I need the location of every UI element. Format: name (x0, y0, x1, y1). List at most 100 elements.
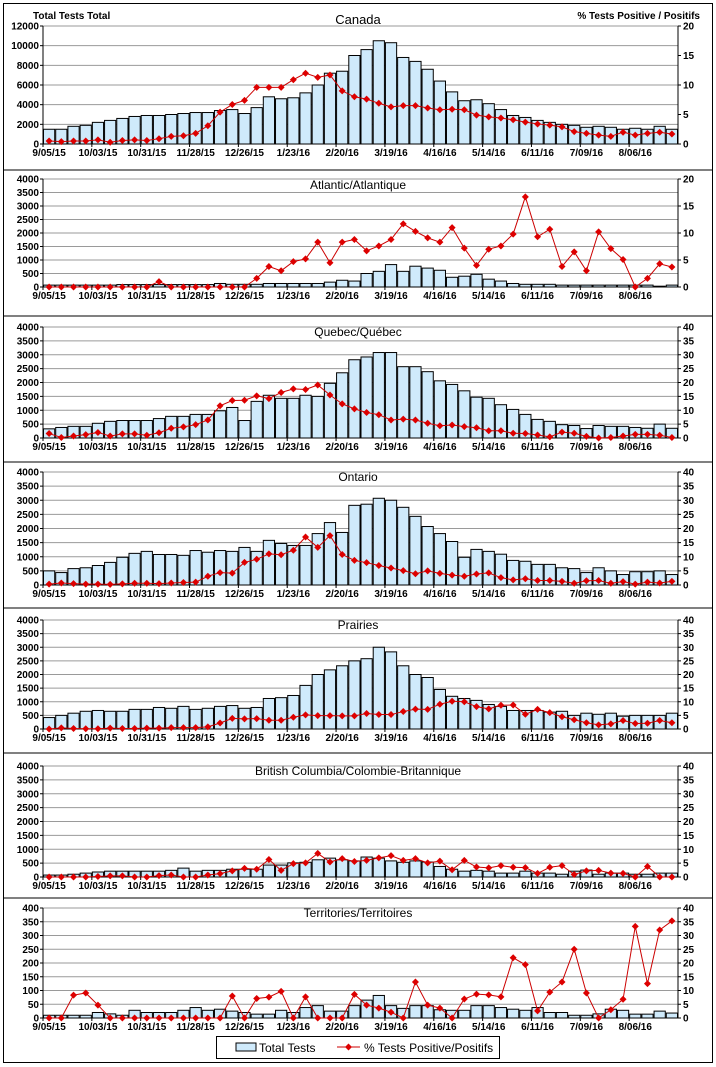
test-count-bar (433, 688, 446, 730)
pct-positive-marker (558, 577, 566, 585)
test-count-bar (384, 499, 398, 586)
right-tick-label: 40 (683, 616, 695, 627)
pct-positive-marker (277, 987, 285, 995)
pct-positive-marker (143, 1014, 151, 1022)
pct-positive-marker (204, 1014, 212, 1022)
pct-positive-marker (448, 421, 456, 429)
pct-positive-marker (558, 262, 566, 270)
pct-positive-marker (485, 245, 493, 253)
pct-positive-marker (460, 856, 468, 864)
x-tick-label: 6/11/16 (521, 442, 554, 453)
pct-positive-marker (350, 405, 358, 413)
pct-positive-marker (155, 135, 163, 143)
pct-positive-marker (460, 423, 468, 431)
pct-positive-marker (607, 132, 615, 140)
pct-positive-marker (277, 551, 285, 559)
left-tick-label: 0 (33, 581, 39, 592)
pct-positive-marker (277, 388, 285, 396)
x-tick-label: 5/14/16 (472, 589, 506, 600)
test-count-bar (323, 72, 337, 145)
test-count-bar (458, 275, 471, 288)
x-tick-label: 9/05/15 (32, 1022, 66, 1033)
left-tick-label: 1500 (17, 242, 40, 253)
x-tick-label: 3/19/16 (374, 442, 408, 453)
pct-positive-marker (375, 242, 383, 250)
pct-positive-marker (387, 1008, 395, 1016)
test-count-bar (409, 366, 422, 439)
test-count-bar (421, 526, 434, 586)
test-count-bar (275, 98, 288, 145)
left-tick-label: 2500 (17, 364, 40, 375)
pct-positive-marker (106, 872, 114, 880)
left-tick-label: 1000 (17, 697, 40, 708)
x-tick-label: 10/31/15 (127, 148, 166, 159)
pct-positive-marker (656, 260, 664, 268)
left-tick-label: 0 (33, 283, 39, 294)
pct-positive-marker (82, 431, 90, 439)
pct-positive-marker (167, 132, 175, 140)
test-count-bar (311, 84, 324, 145)
test-count-bar (213, 410, 227, 439)
right-tick-label: 5 (683, 859, 689, 870)
pct-positive-marker (118, 872, 126, 880)
left-tick-label: 2000 (17, 229, 40, 240)
test-count-bar (507, 872, 520, 878)
pct-positive-marker (582, 989, 590, 997)
left-tick-label: 2500 (17, 656, 40, 667)
pct-positive-marker (558, 978, 566, 986)
pct-positive-marker (534, 120, 542, 128)
pct-positive-marker (240, 96, 248, 104)
pct-positive-marker (143, 579, 151, 587)
pct-positive-marker (216, 569, 224, 577)
pct-positive-marker (509, 116, 517, 124)
x-tick-label: 1/23/16 (277, 733, 311, 744)
x-tick-label: 4/16/16 (423, 1022, 457, 1033)
pct-positive-marker (387, 103, 395, 111)
pct-positive-marker (155, 872, 163, 880)
x-tick-label: 10/03/15 (78, 148, 117, 159)
pct-positive-marker (167, 283, 175, 291)
pct-positive-marker (118, 724, 126, 732)
pct-positive-marker (668, 719, 676, 727)
x-tick-label: 1/23/16 (277, 1022, 311, 1033)
left-tick-label: 100 (22, 986, 39, 997)
pct-positive-marker (57, 433, 65, 441)
pct-positive-marker (179, 132, 187, 140)
pct-positive-marker (143, 724, 151, 732)
pct-positive-marker (192, 129, 200, 137)
pct-positive-marker (240, 396, 248, 404)
pct-positive-marker (106, 580, 114, 588)
pct-positive-marker (45, 873, 53, 881)
pct-positive-marker (436, 569, 444, 577)
x-tick-label: 10/31/15 (127, 291, 166, 302)
x-tick-label: 7/09/16 (570, 589, 604, 600)
panel-title: Territories/Territoires (304, 906, 413, 920)
pct-positive-marker (265, 395, 273, 403)
left-tick-label: 1000 (17, 845, 40, 856)
left-tick-label: 2500 (17, 803, 40, 814)
pct-positive-marker (240, 715, 248, 723)
test-count-bar (323, 669, 337, 730)
pct-positive-marker (179, 423, 187, 431)
x-tick-label: 10/31/15 (127, 442, 166, 453)
left-tick-label: 500 (22, 566, 39, 577)
pct-positive-marker (302, 385, 310, 393)
pct-positive-marker (521, 575, 529, 583)
pct-positive-line (49, 852, 672, 878)
left-tick-label: 4000 (17, 616, 40, 627)
pct-positive-marker (289, 713, 297, 721)
right-tick-label: 0 (683, 581, 689, 592)
panel-title: British Columbia/Colombie-Britannique (255, 764, 461, 778)
pct-positive-marker (631, 131, 639, 139)
x-tick-label: 6/11/16 (521, 589, 554, 600)
pct-positive-marker (326, 712, 334, 720)
x-tick-label: 10/03/15 (78, 733, 117, 744)
pct-positive-marker (411, 978, 419, 986)
x-tick-label: 6/11/16 (521, 1022, 554, 1033)
pct-positive-marker (643, 274, 651, 282)
pct-positive-marker (131, 724, 139, 732)
pct-positive-marker (57, 724, 65, 732)
pct-positive-marker (106, 1014, 114, 1022)
test-count-bar (250, 1013, 263, 1019)
